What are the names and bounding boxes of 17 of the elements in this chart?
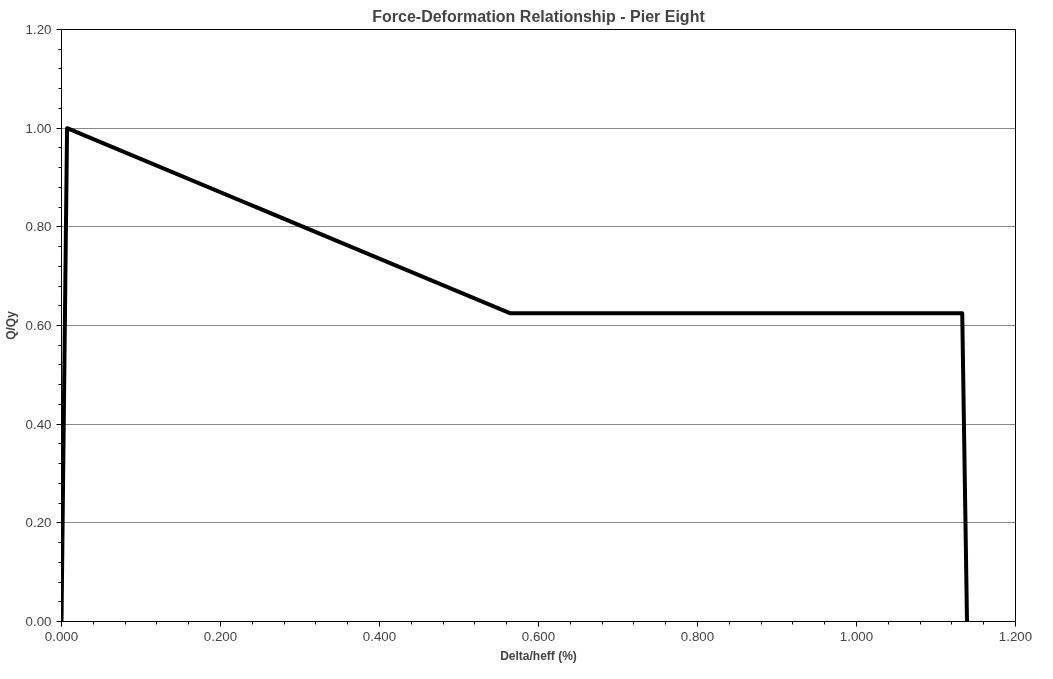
x-tick-label: 0.600 (521, 628, 556, 644)
y-tick-label: 0.60 (25, 318, 52, 333)
y-tick-label: 0.20 (25, 515, 52, 531)
y-tick-label: 1.00 (25, 120, 52, 136)
y-tick-label: 1.20 (25, 22, 52, 37)
y-tick-label: 0.40 (25, 416, 52, 432)
y-tick-label: 0.80 (25, 219, 52, 235)
chart-title: Force-Deformation Relationship - Pier Eight (372, 7, 706, 25)
x-tick-label: 0.800 (680, 628, 715, 644)
x-tick-label: 0.000 (44, 628, 79, 644)
x-tick-label: 0.200 (203, 628, 238, 644)
x-tick-label: 0.400 (362, 628, 397, 644)
y-tick-label: 0.00 (25, 614, 52, 629)
x-axis-title: Delta/heff (%) (500, 648, 577, 663)
x-tick-label: 1.000 (839, 628, 874, 644)
y-axis-title: Q/Qy (3, 310, 18, 340)
x-tick-label: 1.200 (998, 628, 1033, 644)
